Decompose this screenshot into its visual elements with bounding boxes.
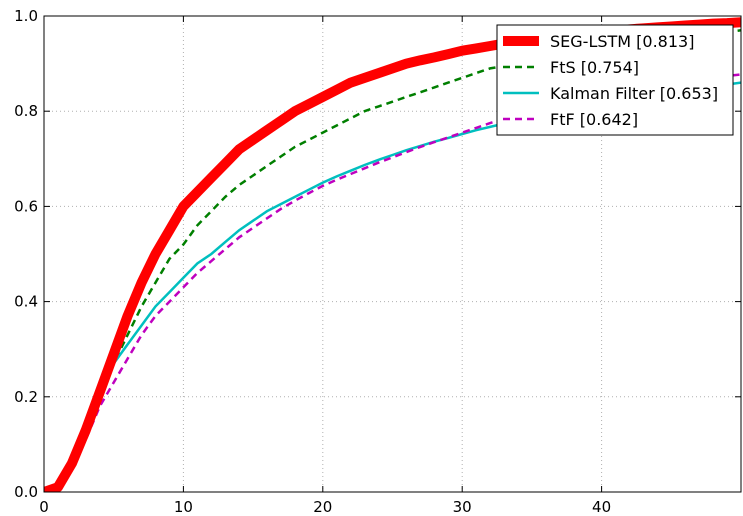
y-tick-label: 0.0 [14,483,38,501]
y-axis: 0.0 0.2 0.4 0.6 0.8 1.0 [14,7,741,501]
x-tick-label: 30 [453,498,472,516]
y-tick-label: 0.8 [14,102,38,120]
x-tick-label: 40 [592,498,611,516]
series-line-3 [44,73,741,492]
x-axis: 0 10 20 30 40 [39,16,611,516]
legend-label: Kalman Filter [0.653] [550,84,718,103]
x-tick-label: 10 [174,498,193,516]
legend-label: FtS [0.754] [550,58,639,77]
legend-label: FtF [0.642] [550,110,638,129]
y-tick-label: 0.4 [14,293,38,311]
y-tick-label: 1.0 [14,7,38,25]
y-tick-label: 0.6 [14,197,38,215]
series-line-2 [44,81,741,492]
x-tick-label: 0 [39,498,49,516]
x-tick-label: 20 [313,498,332,516]
y-tick-label: 0.2 [14,388,38,406]
legend-label: SEG-LSTM [0.813] [550,32,694,51]
legend: SEG-LSTM [0.813] FtS [0.754] Kalman Filter… [496,24,734,136]
plot-frame [43,15,742,493]
